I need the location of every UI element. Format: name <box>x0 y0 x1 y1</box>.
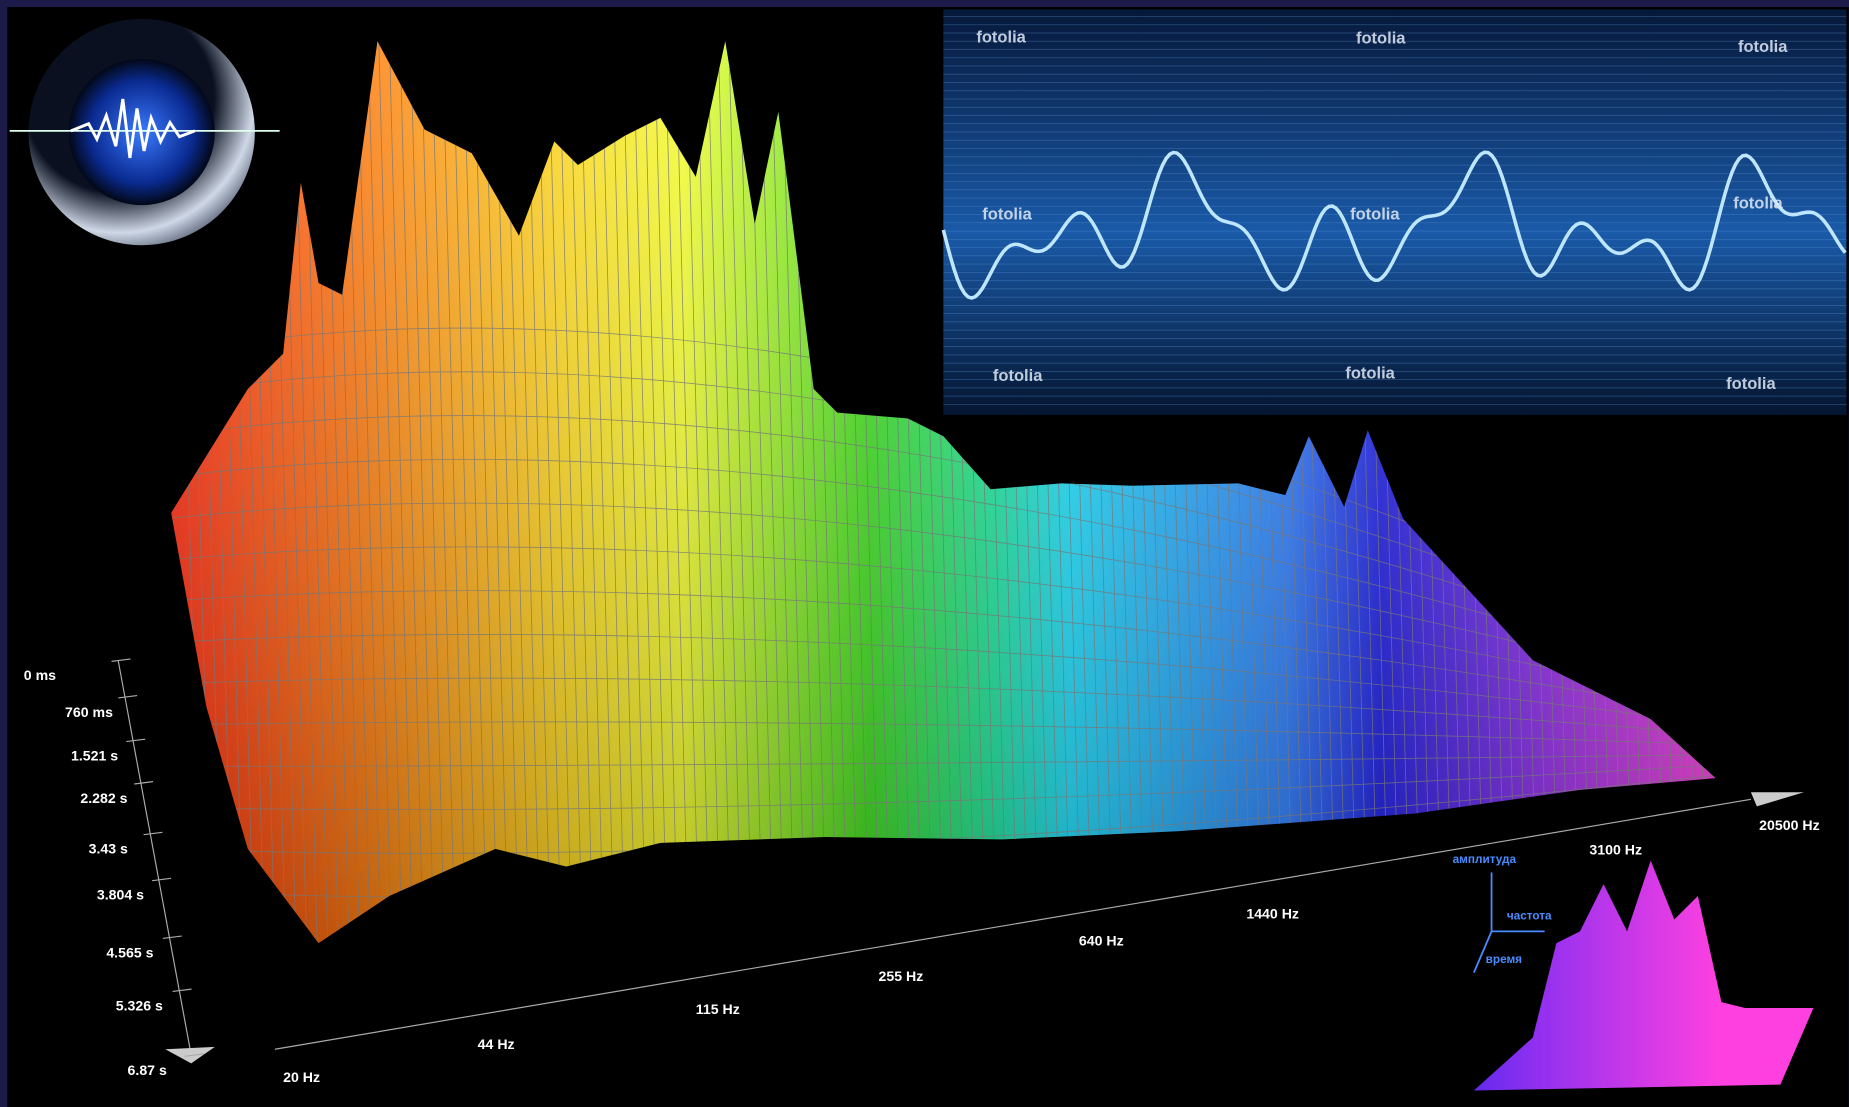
frequency-label: 20500 Hz <box>1759 817 1819 833</box>
mesh-line <box>717 41 743 944</box>
tick <box>162 935 182 940</box>
mesh-line <box>675 41 700 944</box>
watermark: fotolia <box>1733 195 1783 213</box>
inset-label: амплитуда <box>1453 853 1517 866</box>
mesh-line <box>558 41 584 944</box>
mesh-line <box>484 41 509 944</box>
frequency-label: 44 Hz <box>478 1036 515 1052</box>
mesh-line <box>738 41 764 944</box>
mesh-line <box>171 721 1716 746</box>
watermark: fotolia <box>993 367 1043 385</box>
axis-arrow <box>1750 792 1804 807</box>
mesh-line <box>696 41 721 944</box>
mesh-line <box>171 754 1716 767</box>
mesh-line <box>760 41 785 944</box>
mesh-line <box>441 41 467 944</box>
watermark: fotolia <box>1738 38 1788 56</box>
watermark: fotolia <box>1345 364 1395 382</box>
mesh-line <box>590 41 615 944</box>
mesh-line <box>781 41 806 944</box>
mesh-line <box>410 41 435 944</box>
frequency-label: 640 Hz <box>1079 932 1124 948</box>
tick <box>184 1053 204 1057</box>
mesh-line <box>632 41 658 944</box>
mesh-line <box>548 41 573 944</box>
watermark: fotolia <box>1726 375 1776 393</box>
tick <box>172 988 192 993</box>
tick <box>111 658 131 662</box>
time-label: 2.282 s <box>80 790 127 806</box>
mesh-line <box>643 41 668 944</box>
tick <box>118 694 138 699</box>
mesh-line <box>367 41 393 944</box>
mesh-line <box>378 41 403 944</box>
mesh-line <box>707 41 732 944</box>
mesh-line <box>728 41 753 944</box>
time-label: 5.326 s <box>116 997 163 1013</box>
mesh-line <box>569 41 594 944</box>
tick <box>152 877 172 882</box>
frequency-label: 255 Hz <box>879 968 924 984</box>
inset-label: время <box>1486 953 1523 966</box>
frequency-label: 20 Hz <box>283 1069 320 1085</box>
mesh-line <box>664 41 690 944</box>
time-axis <box>117 660 192 1056</box>
watermark: fotolia <box>1356 30 1406 48</box>
mesh-line <box>537 41 562 944</box>
mesh-line <box>622 41 647 944</box>
mesh-line <box>431 41 456 944</box>
time-label: 760 ms <box>65 704 113 720</box>
inset-surface <box>1473 860 1814 1091</box>
mesh-line <box>399 41 424 944</box>
panel-lines <box>943 16 1847 405</box>
tick <box>126 738 146 743</box>
mesh-line <box>685 41 711 944</box>
mesh-line <box>171 633 1716 727</box>
panel-wave <box>941 150 1847 300</box>
mesh-line <box>579 41 605 944</box>
mesh-line <box>171 458 1716 689</box>
time-label: 1.521 s <box>71 747 118 763</box>
mesh-line <box>420 41 446 944</box>
time-label: 0 ms <box>24 667 56 683</box>
mesh-line <box>473 41 499 944</box>
mesh-line <box>171 763 1716 811</box>
mesh-line <box>171 590 1716 718</box>
mesh-line <box>388 41 414 944</box>
mesh-line <box>463 41 488 944</box>
mesh-line <box>611 41 637 944</box>
logo-wave <box>70 98 196 159</box>
mesh-line <box>654 41 679 944</box>
mesh-line <box>171 677 1716 737</box>
tick <box>134 781 154 785</box>
frequency-label: 115 Hz <box>696 1001 740 1017</box>
mesh-line <box>601 41 626 944</box>
inset-label: частота <box>1507 910 1552 923</box>
time-label: 6.87 s <box>128 1062 167 1078</box>
mesh-line <box>171 502 1716 699</box>
frequency-label: 1440 Hz <box>1246 905 1299 921</box>
inset <box>1473 860 1814 1091</box>
watermark: fotolia <box>1350 205 1400 223</box>
time-label: 4.565 s <box>106 944 153 960</box>
mesh-line <box>357 41 382 944</box>
watermark: fotolia <box>976 28 1026 46</box>
watermark: fotolia <box>982 205 1032 223</box>
wave-panel <box>943 9 1847 415</box>
frequency-axis <box>274 798 1752 1050</box>
inset-arrow <box>1473 930 1493 973</box>
tick <box>143 831 163 836</box>
mesh-line <box>770 41 796 944</box>
frequency-label: 3100 Hz <box>1589 842 1642 858</box>
mesh-line <box>171 415 1716 680</box>
mesh-line <box>452 41 477 944</box>
time-label: 3.804 s <box>97 887 144 903</box>
time-label: 3.43 s <box>89 841 128 857</box>
mesh-line <box>171 546 1716 708</box>
